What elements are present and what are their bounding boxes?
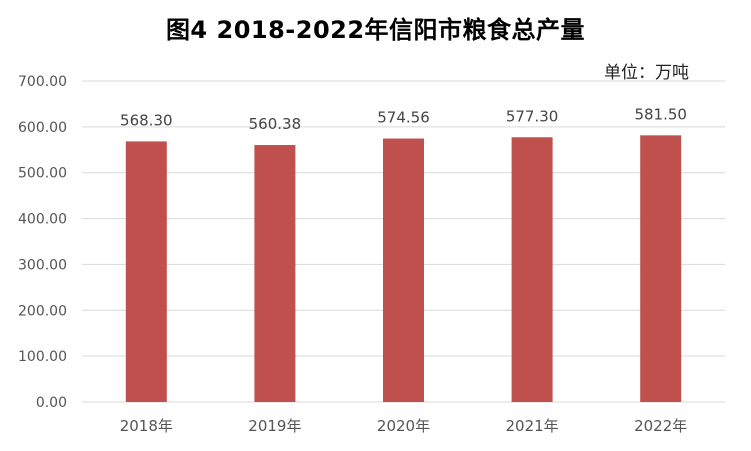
x-axis-categories: 2018年 2019年 2020年 2021年 2022年 xyxy=(120,417,688,435)
bar xyxy=(640,135,682,403)
y-tick-label: 600.00 xyxy=(18,120,67,136)
bar xyxy=(383,138,424,402)
bar-value-label: 568.30 xyxy=(120,111,173,129)
bar xyxy=(511,137,553,402)
y-tick-label: 300.00 xyxy=(18,257,67,273)
bar-value-label: 577.30 xyxy=(506,107,559,125)
bar xyxy=(254,145,296,402)
x-category-label: 2019年 xyxy=(248,417,301,435)
bar xyxy=(125,141,167,402)
x-category-label: 2022年 xyxy=(634,417,687,435)
y-axis-ticks: 0.00 100.00 200.00 300.00 400.00 500.00 600.00… xyxy=(18,74,67,411)
y-tick-label: 500.00 xyxy=(18,166,67,182)
data-labels: 568.30 560.38 574.56 577.30 581.50 xyxy=(120,105,687,133)
y-tick-label: 200.00 xyxy=(18,303,67,319)
y-tick-label: 100.00 xyxy=(18,349,67,365)
y-tick-label: 700.00 xyxy=(18,74,67,90)
x-category-label: 2021年 xyxy=(506,417,559,435)
y-tick-label: 400.00 xyxy=(18,212,67,228)
bar-value-label: 581.50 xyxy=(634,105,687,123)
y-tick-label: 0.00 xyxy=(36,395,67,411)
chart-title: 图4 2018-2022年信阳市粮食总产量 xyxy=(165,16,586,44)
bar-value-label: 574.56 xyxy=(377,109,430,127)
unit-label: 单位：万吨 xyxy=(604,63,689,83)
x-category-label: 2020年 xyxy=(377,417,430,435)
x-category-label: 2018年 xyxy=(120,417,173,435)
bar-value-label: 560.38 xyxy=(249,115,302,133)
bars xyxy=(125,135,682,403)
